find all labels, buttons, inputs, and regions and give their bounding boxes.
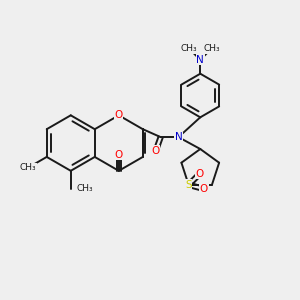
Text: CH₃: CH₃ [181,44,197,53]
Text: O: O [200,184,208,194]
Text: CH₃: CH₃ [77,184,93,193]
Text: O: O [115,150,123,160]
Text: O: O [152,146,160,156]
Text: CH₃: CH₃ [203,44,220,53]
Text: O: O [196,169,204,178]
Text: O: O [115,110,123,120]
Text: N: N [196,55,204,65]
Text: S: S [185,180,192,190]
Text: CH₃: CH₃ [20,163,37,172]
Text: N: N [175,132,182,142]
